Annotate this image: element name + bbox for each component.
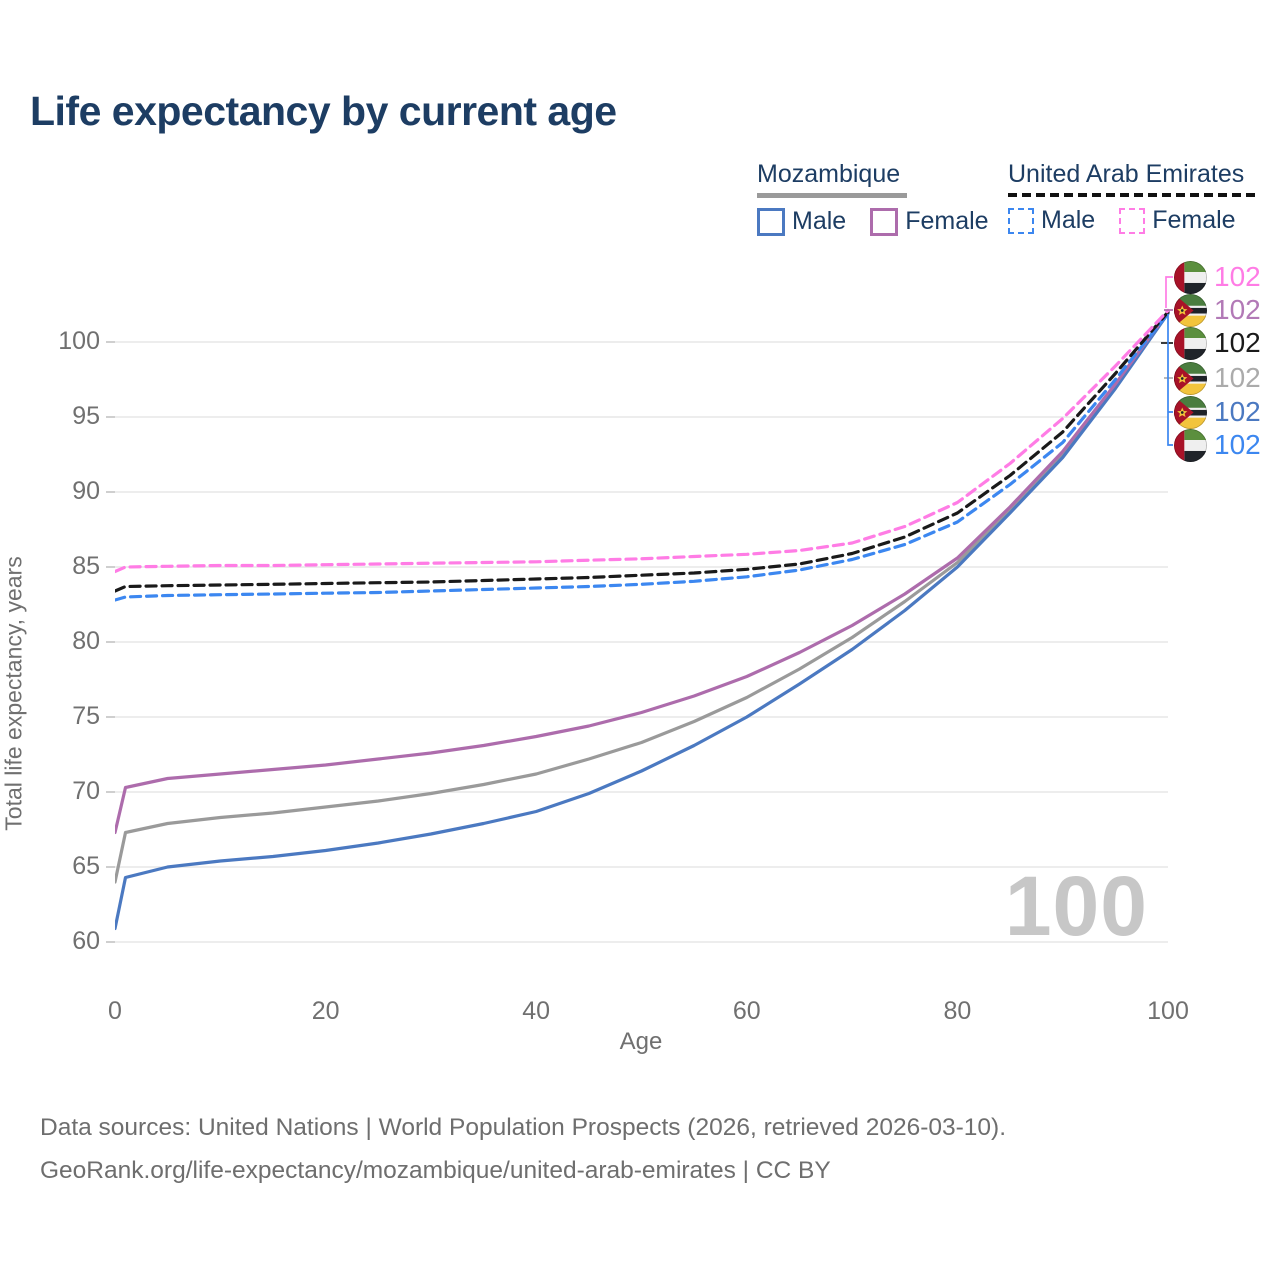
legend-label-uae-female: Female [1152,206,1236,234]
y-tick-60: 60 [72,927,100,955]
legend-swatch-uae-male-icon [1008,207,1034,234]
y-axis-title-text: Total life expectancy, years [0,556,27,831]
y-tick-mark-95 [106,416,115,418]
y-tick-100: 100 [58,327,100,355]
legend-underline-mozambique [757,193,907,198]
y-tick-mark-100 [106,341,115,343]
end-label-value-uae-total: 102 [1214,327,1261,358]
end-label-uae-male[interactable]: 102 [1174,428,1261,462]
footer: Data sources: United Nations | World Pop… [40,1106,1006,1192]
age-counter-watermark: 100 [1004,859,1148,953]
x-tick-40: 40 [522,997,551,1025]
line-uae-total[interactable] [115,310,1170,593]
end-label-moz-male[interactable]: 102 [1174,395,1261,429]
uae-flag-icon [1174,326,1207,360]
y-tick-mark-65 [106,866,115,868]
end-label-moz-female[interactable]: 102 [1174,293,1261,327]
x-tick-60: 60 [732,997,761,1025]
legend-swatch-mozambique-female-icon [870,207,899,236]
mozambique-flag-icon [1174,361,1207,395]
legend-label-uae-male: Male [1041,206,1096,234]
y-tick-95: 95 [72,402,100,430]
legend-item-mozambique-female[interactable]: Female [870,207,989,236]
end-label-value-uae-male: 102 [1214,429,1261,460]
legend-group-uae: United Arab Emirates Male Female [1008,160,1256,235]
legend-item-uae-male[interactable]: Male [1008,206,1095,235]
y-tick-mark-85 [106,566,115,568]
line-moz-male[interactable] [115,311,1170,931]
legend-country-mozambique[interactable]: Mozambique [757,160,901,188]
legend-swatch-mozambique-male-icon [757,207,785,236]
end-label-moz-total[interactable]: 102 [1174,361,1261,395]
legend-group-mozambique: Mozambique Male Female [757,160,989,236]
end-label-value-moz-total: 102 [1214,362,1261,393]
end-label-value-uae-female: 102 [1214,261,1261,292]
y-tick-80: 80 [72,627,100,655]
line-uae-male[interactable] [115,311,1170,602]
x-tick-20: 20 [311,997,340,1025]
leader-uae-male [1167,314,1173,446]
chart-title: Life expectancy by current age [30,88,617,134]
end-label-uae-total[interactable]: 102 [1174,326,1261,360]
legend-label-mozambique-male: Male [792,207,847,235]
y-tick-mark-70 [106,791,115,793]
mozambique-flag-icon [1174,395,1207,429]
line-moz-female[interactable] [115,310,1170,835]
uae-flag-icon [1174,260,1207,294]
mozambique-flag-icon [1174,293,1207,327]
legend-underline-uae [1008,193,1256,197]
legend-item-mozambique-male[interactable]: Male [757,207,846,236]
y-tick-mark-80 [106,641,115,643]
x-axis-title: Age [619,1028,663,1055]
legend-country-uae[interactable]: United Arab Emirates [1008,160,1245,188]
y-tick-65: 65 [72,852,100,880]
y-tick-mark-75 [106,716,115,718]
y-tick-mark-90 [106,491,115,493]
uae-flag-icon [1174,428,1207,462]
y-tick-70: 70 [72,777,100,805]
end-label-value-moz-male: 102 [1214,396,1261,427]
x-tick-100: 100 [1147,997,1189,1025]
end-label-uae-female[interactable]: 102 [1174,260,1261,294]
y-tick-85: 85 [72,552,100,580]
legend-swatch-uae-female-icon [1119,207,1146,234]
legend-item-uae-female[interactable]: Female [1119,206,1236,235]
chart-plot-svg [115,276,1173,943]
y-tick-mark-60 [106,941,115,943]
leader-uae-female [1165,276,1173,308]
footer-data-sources: Data sources: United Nations | World Pop… [40,1114,1007,1141]
y-tick-90: 90 [72,477,100,505]
x-tick-0: 0 [108,997,122,1025]
end-label-value-moz-female: 102 [1214,294,1261,325]
footer-link[interactable]: GeoRank.org/life-expectancy/mozambique/u… [40,1157,831,1184]
x-tick-80: 80 [943,997,972,1025]
line-uae-female[interactable] [115,308,1170,574]
legend-label-mozambique-female: Female [905,207,989,235]
y-tick-75: 75 [72,702,100,730]
line-moz-total[interactable] [115,311,1170,884]
